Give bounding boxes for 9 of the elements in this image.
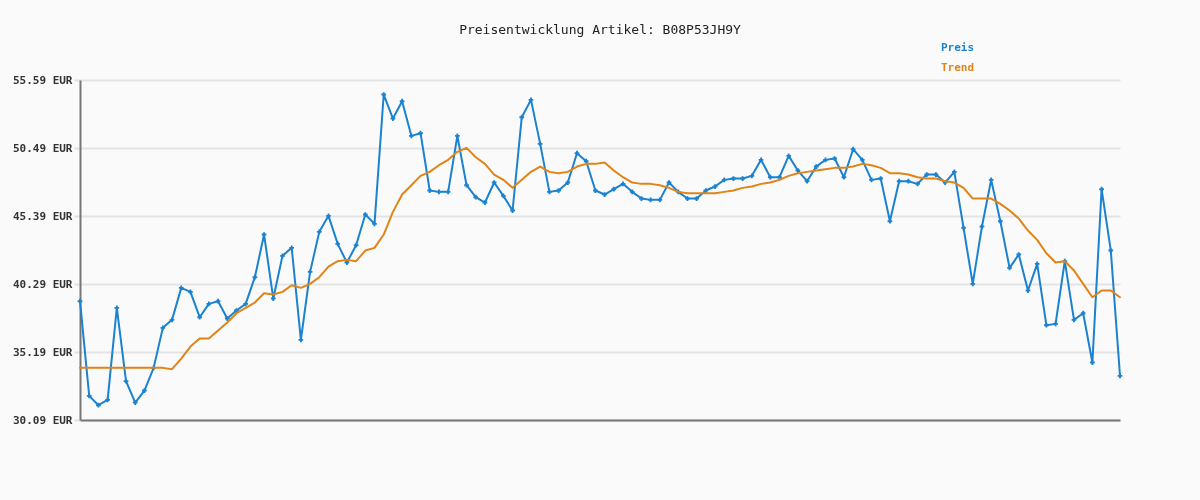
text: Preis xyxy=(941,40,975,54)
y-tick-label: 30.09 EUR xyxy=(12,413,73,427)
y-tick-label: 40.29 EUR xyxy=(12,277,73,291)
y-tick-label: 50.49 EUR xyxy=(12,141,73,155)
y-tick-label: 55.59 EUR xyxy=(12,73,73,87)
text: Trend xyxy=(941,60,975,74)
y-tick-label: 35.19 EUR xyxy=(12,345,73,359)
chart-title: Preisentwicklung Artikel: B08P53JH9Y xyxy=(459,22,742,37)
y-tick-label: 45.39 EUR xyxy=(12,209,73,223)
